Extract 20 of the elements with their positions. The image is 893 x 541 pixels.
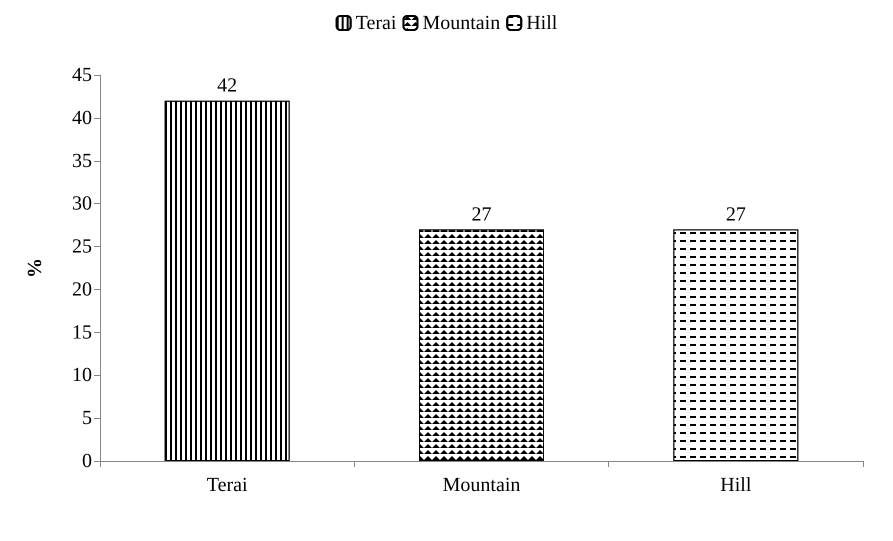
data-label: 27 [472,203,492,226]
y-tick-label: 20 [72,278,92,300]
x-tick-label: Hill [720,474,752,496]
y-tick-label: 25 [72,236,92,258]
x-tick-label: Mountain [442,474,520,496]
legend-label: Mountain [422,12,500,34]
y-axis-title: % [24,258,46,278]
y-tick-label: 5 [82,407,92,430]
legend-label: Hill [526,12,558,34]
y-tick-label: 30 [72,192,92,215]
y-tick-label: 40 [72,106,92,129]
data-label: 42 [217,74,238,97]
x-tick-label: Terai [206,474,248,496]
data-label: 27 [726,203,746,226]
y-tick-label: 45 [72,64,92,86]
y-tick-label: 15 [72,321,92,344]
legend-label: Terai [356,12,397,34]
y-tick-label: 35 [72,150,92,172]
y-tick-label: 10 [72,364,92,386]
y-tick-label: 0 [82,450,92,472]
